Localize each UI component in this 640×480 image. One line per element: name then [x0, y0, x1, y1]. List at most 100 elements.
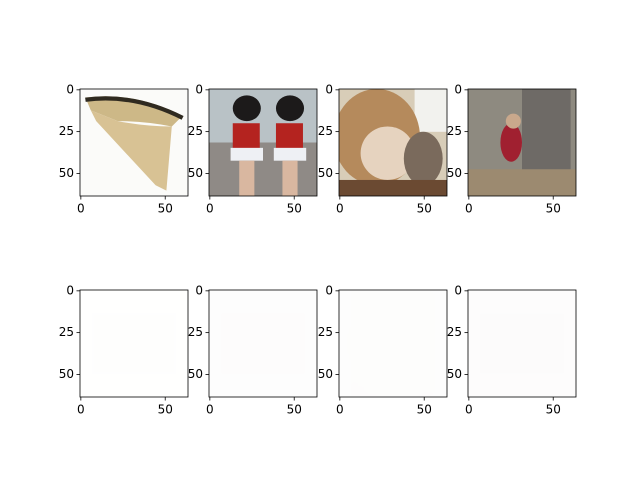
axes-frame	[79, 88, 189, 197]
axes-frame	[467, 88, 577, 197]
image	[339, 89, 447, 196]
x-tick-label: 0	[77, 202, 85, 216]
y-tick-label: 0	[454, 283, 462, 297]
y-tick-label: 50	[188, 166, 203, 180]
image-shape	[273, 147, 307, 161]
x-tick-label: 50	[546, 403, 561, 417]
axes-frame	[338, 88, 448, 197]
image-shape	[85, 96, 184, 120]
y-tick-label: 50	[188, 367, 203, 381]
image-shape	[505, 314, 521, 330]
image-shape	[232, 95, 261, 122]
y-tick-label: 50	[59, 166, 74, 180]
image-shape	[522, 89, 571, 180]
image-panel	[209, 290, 317, 397]
y-tick-label: 25	[318, 325, 333, 339]
image-shape	[230, 348, 263, 362]
y-tick-label: 0	[454, 82, 462, 96]
image	[80, 290, 188, 397]
image-panel	[468, 89, 576, 196]
y-tick-label: 50	[318, 166, 333, 180]
image	[468, 89, 576, 196]
image-shape	[403, 131, 443, 186]
y-tick-label: 50	[447, 166, 462, 180]
image-panel	[209, 89, 317, 196]
image-shape	[360, 327, 415, 381]
y-tick-label: 25	[188, 124, 203, 138]
image-shape	[275, 296, 305, 323]
image-shape	[90, 110, 172, 191]
image-shape	[230, 147, 263, 161]
y-tick-label: 0	[195, 283, 203, 297]
image-panel	[80, 290, 188, 397]
x-tick-label: 50	[158, 403, 173, 417]
image-shape	[85, 96, 183, 127]
x-tick-label: 0	[206, 202, 214, 216]
image	[339, 290, 447, 397]
image-shape	[232, 123, 260, 150]
y-tick-label: 0	[325, 283, 333, 297]
y-tick-label: 50	[447, 367, 462, 381]
image-shape	[339, 179, 447, 196]
axes-frame	[467, 289, 577, 398]
image-shape	[468, 169, 576, 196]
y-tick-label: 0	[325, 82, 333, 96]
image-shape	[500, 123, 522, 162]
image-shape	[85, 297, 184, 321]
image	[468, 290, 576, 397]
x-tick-label: 50	[546, 202, 561, 216]
x-tick-label: 50	[287, 403, 302, 417]
y-tick-label: 25	[59, 124, 74, 138]
x-tick-label: 50	[158, 202, 173, 216]
x-tick-label: 0	[336, 403, 344, 417]
y-tick-label: 0	[195, 82, 203, 96]
y-tick-label: 0	[66, 283, 74, 297]
x-tick-label: 0	[336, 202, 344, 216]
y-tick-label: 25	[447, 124, 462, 138]
image-shape	[275, 95, 305, 122]
x-tick-label: 50	[417, 403, 432, 417]
y-tick-label: 25	[447, 325, 462, 339]
image-shape	[239, 361, 255, 397]
image-shape	[273, 348, 307, 362]
y-tick-label: 50	[59, 367, 74, 381]
image-shape	[232, 296, 261, 323]
image-shape	[505, 113, 521, 129]
y-tick-label: 0	[66, 82, 74, 96]
x-tick-label: 0	[77, 403, 85, 417]
y-tick-label: 25	[188, 325, 203, 339]
image-shape	[403, 332, 443, 387]
image-shape	[275, 324, 303, 351]
axes-frame	[79, 289, 189, 398]
image-shape	[282, 160, 298, 196]
image-shape	[90, 311, 172, 392]
image-panel	[80, 89, 188, 196]
image-panel	[339, 89, 447, 196]
x-tick-label: 0	[206, 403, 214, 417]
image	[209, 89, 317, 196]
image-shape	[282, 361, 298, 397]
image-shape	[360, 126, 415, 180]
image-shape	[339, 380, 447, 397]
image-shape	[232, 324, 260, 351]
image-panel	[339, 290, 447, 397]
image	[80, 89, 188, 196]
image-shape	[85, 297, 183, 328]
axes-frame	[208, 88, 318, 197]
y-tick-label: 50	[318, 367, 333, 381]
x-tick-label: 50	[417, 202, 432, 216]
image-shape	[522, 290, 571, 381]
image-shape	[275, 123, 303, 150]
image-panel	[468, 290, 576, 397]
image	[209, 290, 317, 397]
image-shape	[414, 89, 447, 132]
y-tick-label: 25	[318, 124, 333, 138]
axes-frame	[208, 289, 318, 398]
image-shape	[468, 370, 576, 397]
x-tick-label: 50	[287, 202, 302, 216]
image-shape	[414, 290, 447, 333]
axes-frame	[338, 289, 448, 398]
image-shape	[239, 160, 255, 196]
x-tick-label: 0	[465, 403, 473, 417]
